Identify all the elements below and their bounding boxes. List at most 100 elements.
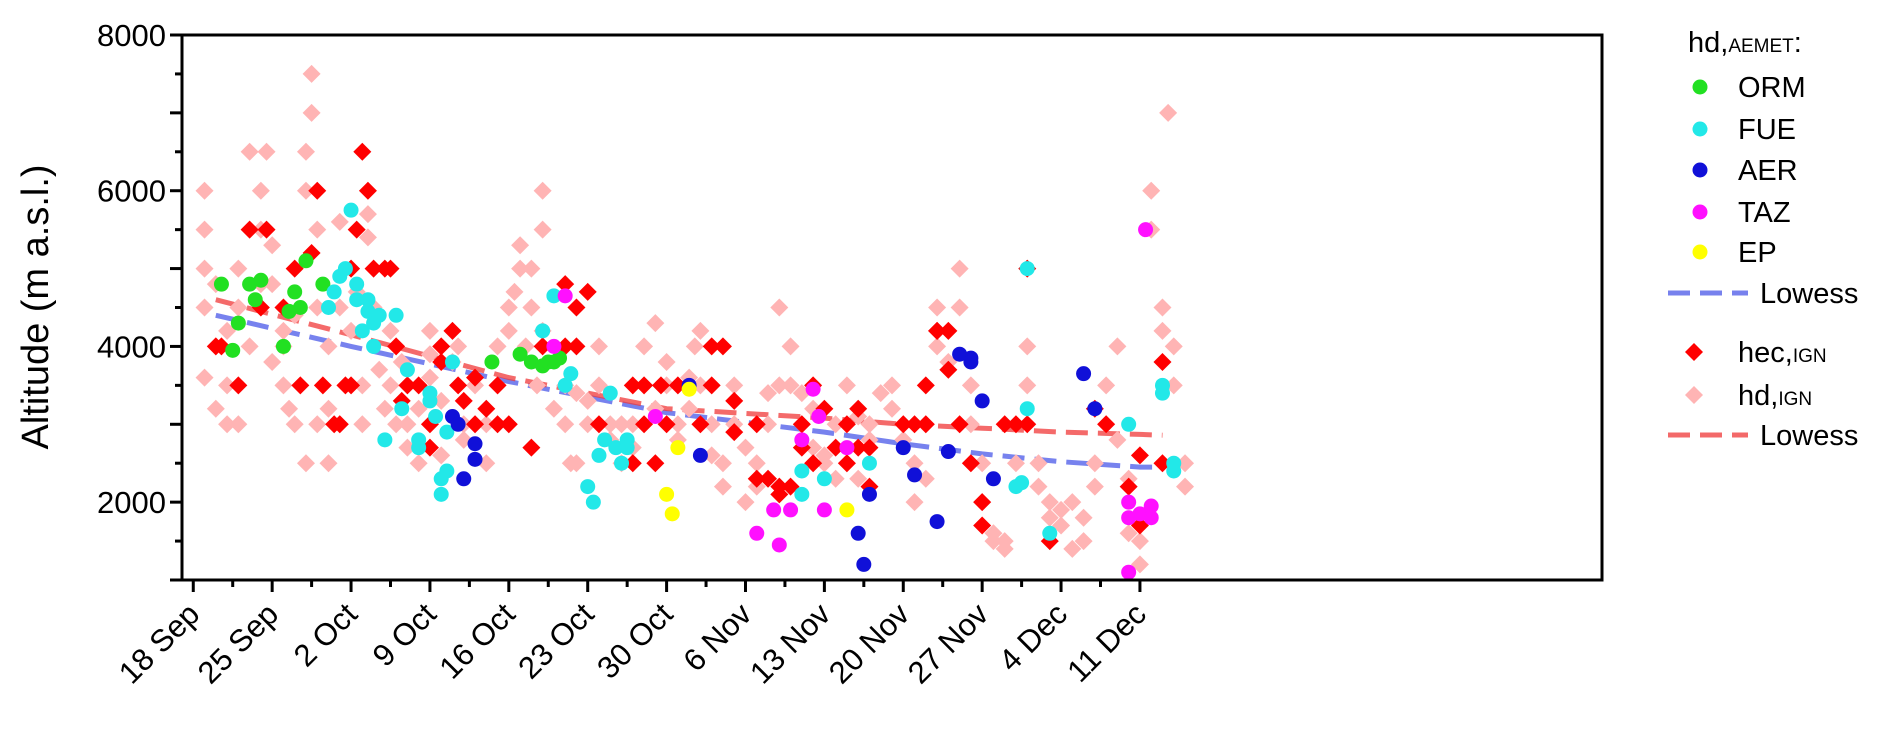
- point-orm: [523, 354, 539, 370]
- point-hec_ign: [1018, 415, 1037, 434]
- point-hd_ign: [781, 376, 800, 395]
- point-hec_ign: [420, 438, 439, 457]
- legend-label: ORM: [1738, 72, 1806, 104]
- point-fue: [1019, 401, 1035, 417]
- point-hd_ign: [556, 415, 575, 434]
- legend-item-ep: EP: [1692, 237, 1777, 269]
- point-fue: [597, 432, 613, 448]
- point-hd_ign: [1085, 477, 1104, 496]
- legend-item-hec: hec,IGN: [1685, 337, 1827, 369]
- point-hec_ign: [950, 415, 969, 434]
- point-taz: [783, 502, 799, 518]
- point-hd_ign: [1153, 298, 1172, 317]
- point-taz: [647, 409, 663, 424]
- point-hec_ign: [849, 438, 868, 457]
- point-hd_ign: [285, 415, 304, 434]
- point-hd_ign: [1040, 493, 1059, 512]
- point-hec_ign: [849, 399, 868, 418]
- point-hec_ign: [409, 376, 428, 395]
- point-hd_ign: [499, 321, 518, 340]
- point-taz: [1121, 494, 1137, 510]
- point-hd_ign: [511, 236, 530, 255]
- point-hec_ign: [939, 360, 958, 379]
- point-hd_ign: [961, 376, 980, 395]
- point-hd_ign: [1119, 524, 1138, 543]
- point-hd_ign: [330, 212, 349, 231]
- point-hd_ign: [409, 399, 428, 418]
- series-orm: [213, 253, 568, 374]
- series-hd_ign: [195, 64, 1195, 574]
- point-fue: [619, 440, 635, 456]
- point-orm: [225, 342, 241, 358]
- point-hd_ign: [1040, 508, 1059, 527]
- y-axis-ticks: 2000 4000 6000 8000: [97, 18, 182, 582]
- y-axis-title: Altitude (m a.s.l.): [15, 164, 57, 449]
- point-hd_ign: [420, 321, 439, 340]
- point-hd_ign: [522, 259, 541, 278]
- point-hec_ign: [353, 142, 372, 161]
- point-hec_ign: [466, 368, 485, 387]
- point-hd_ign: [353, 415, 372, 434]
- point-hd_ign: [905, 493, 924, 512]
- point-hec_ign: [837, 454, 856, 473]
- point-hd_ign: [781, 337, 800, 356]
- point-hec_ign: [1130, 446, 1149, 465]
- point-hec_ign: [387, 337, 406, 356]
- point-hd_ign: [1108, 337, 1127, 356]
- point-hd_ign: [589, 376, 608, 395]
- legend-item-orm: ORM: [1692, 72, 1806, 104]
- legend-label: hec,IGN: [1738, 337, 1827, 369]
- point-fue: [614, 455, 630, 471]
- plot-frame: [180, 33, 1604, 582]
- point-taz: [1121, 510, 1137, 526]
- point-hd_ign: [319, 337, 338, 356]
- point-hd_ign: [725, 376, 744, 395]
- point-hd_ign: [883, 399, 901, 418]
- point-hd_ign: [229, 415, 248, 434]
- point-orm: [247, 292, 263, 308]
- x-tick-label: 16 Oct: [432, 596, 522, 686]
- point-hd_ign: [280, 399, 299, 418]
- point-hd_ign: [691, 321, 710, 340]
- point-orm: [292, 300, 308, 315]
- point-hd_ign: [432, 446, 451, 465]
- point-hd_ign: [668, 415, 687, 434]
- point-hd_ign: [567, 454, 586, 473]
- point-fue: [349, 292, 365, 308]
- x-tick-label: 20 Nov: [822, 596, 917, 691]
- point-orm: [281, 303, 297, 319]
- point-hd_ign: [567, 384, 586, 403]
- point-taz: [811, 409, 827, 424]
- point-hec_ign: [567, 298, 586, 317]
- point-hec_ign: [449, 376, 468, 395]
- point-fue: [608, 440, 624, 456]
- point-fue: [399, 362, 415, 378]
- point-hec_ign: [702, 337, 721, 356]
- point-taz: [557, 288, 573, 304]
- point-fue: [433, 486, 449, 502]
- legend-marker-circle: [1692, 121, 1708, 137]
- point-ep: [681, 381, 697, 397]
- legend-title-aemet: hd,AEMET:: [1688, 27, 1802, 59]
- point-hd_ign: [1074, 508, 1093, 527]
- point-fue: [1154, 385, 1170, 401]
- point-hec_ign: [759, 469, 778, 488]
- point-hec_ign: [961, 454, 980, 473]
- point-hd_ign: [1130, 532, 1149, 551]
- point-fue: [816, 471, 832, 487]
- point-hd_ign: [815, 454, 834, 473]
- point-hd_ign: [961, 415, 980, 434]
- point-hd_ign: [195, 368, 214, 387]
- point-hec_ign: [770, 485, 789, 504]
- point-hd_ign: [984, 524, 1003, 543]
- point-hd_ign: [1176, 454, 1195, 473]
- point-fue: [563, 366, 579, 382]
- point-hd_ign: [1159, 103, 1178, 122]
- point-fue: [394, 401, 410, 417]
- point-hec_ign: [454, 391, 473, 410]
- point-hd_ign: [420, 345, 439, 364]
- legend-marker-circle: [1692, 162, 1708, 178]
- point-hd_ign: [263, 236, 282, 255]
- legend-item-taz: TAZ: [1692, 197, 1791, 229]
- point-hec_ign: [1130, 516, 1149, 535]
